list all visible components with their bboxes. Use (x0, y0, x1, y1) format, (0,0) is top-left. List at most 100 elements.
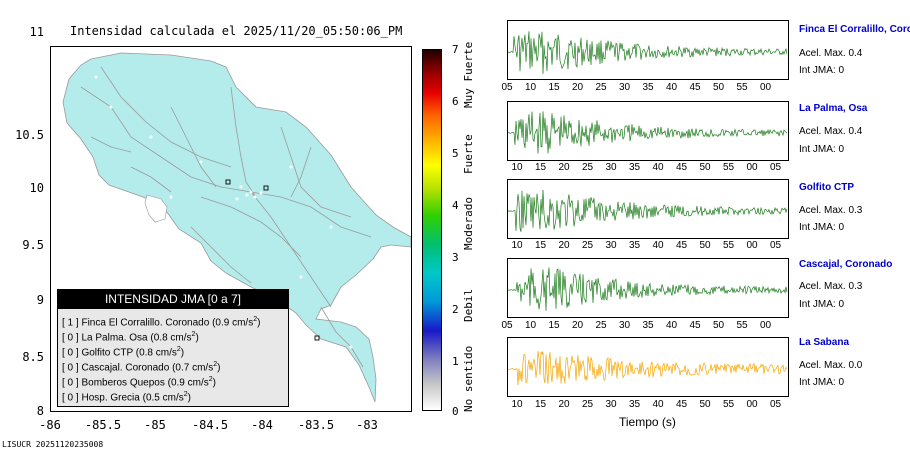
time-tick-label: 30 (618, 320, 631, 331)
lon-tick-85: -85 (144, 418, 166, 432)
station-acel-5: Acel. Max. 0.0 (799, 360, 863, 371)
lat-tick-10-5: 10.5 (15, 128, 44, 142)
station-name-5: La Sabana (799, 337, 850, 348)
time-tick-label: 45 (689, 320, 701, 331)
time-tick-label: 55 (722, 240, 735, 251)
station-jma-4: Int JMA: 0 (799, 299, 845, 310)
station-acel-3: Acel. Max. 0.3 (799, 205, 863, 216)
time-tick-label: 55 (722, 399, 735, 410)
intensity-colorbar (422, 49, 442, 411)
legend-title: INTENSIDAD JMA [0 a 7] (58, 290, 288, 309)
time-tick-label: 25 (595, 320, 607, 331)
station-acel-2: Acel. Max. 0.4 (799, 126, 863, 137)
time-tick-label: 30 (605, 399, 617, 410)
legend-int: [ 0 ] (62, 347, 79, 359)
waveform-line (508, 351, 788, 386)
lon-tick-84: -84 (251, 418, 273, 432)
time-tick-label: 35 (628, 399, 641, 410)
legend-value: (0.8 cm/s (150, 332, 192, 344)
cb-tick-1: 1 (452, 355, 459, 368)
legend-close: ) (257, 317, 261, 329)
time-tick-label: 15 (534, 399, 547, 410)
time-tick-label: 55 (722, 162, 735, 173)
legend-value: (0.9 cm/s (212, 317, 254, 329)
waveform-panel-3 (507, 179, 789, 239)
cb-label-muy-fuerte: Muy Fuerte (462, 41, 475, 108)
intensity-legend: INTENSIDAD JMA [0 a 7] [ 1 ] Finca El Co… (57, 289, 289, 407)
legend-exp: 2 (208, 376, 213, 383)
legend-row: [ 1 ] Finca El Corralillo. Coronado (0.9… (58, 312, 288, 329)
cb-label-debil: Debil (462, 288, 475, 322)
legend-value: (0.8 cm/s (135, 347, 177, 359)
cb-tick-3: 3 (452, 251, 459, 264)
time-tick-label: 15 (548, 320, 560, 331)
time-tick-label: 40 (652, 162, 664, 173)
time-tick-label: 25 (581, 240, 594, 251)
costa-rica-map (62, 52, 411, 403)
time-tick-label: 35 (642, 320, 654, 331)
time-tick-label: 10 (511, 240, 523, 251)
time-tick-label: 10 (524, 320, 537, 331)
legend-value: (0.9 cm/s (167, 377, 209, 389)
legend-int: [ 0 ] (62, 362, 79, 374)
time-tick-label: 10 (524, 82, 537, 93)
legend-value: (0.5 cm/s (142, 392, 184, 404)
legend-int: [ 0 ] (62, 332, 79, 344)
legend-int: [ 0 ] (62, 377, 79, 389)
time-tick-label: 05 (769, 162, 782, 173)
cb-tick-0: 0 (452, 405, 459, 418)
time-tick-label: 40 (665, 320, 678, 331)
time-tick-label: 20 (558, 162, 570, 173)
time-tick-label: 00 (759, 320, 772, 331)
waveform-trace-4 (508, 267, 788, 311)
legend-row: [ 0 ] Hosp. Grecia (0.5 cm/s2) (58, 387, 288, 404)
cb-tick-2: 2 (452, 303, 459, 316)
time-tick-label: 00 (746, 399, 758, 410)
time-tick-label: 45 (689, 82, 701, 93)
waveform-line (508, 189, 788, 232)
lat-tick-10: 10 (29, 181, 44, 195)
time-tick-label: 20 (571, 82, 584, 93)
legend-int: [ 0 ] (62, 392, 79, 404)
lon-tick-83-5: -83.5 (297, 418, 335, 432)
station-acel-1: Acel. Max. 0.4 (799, 48, 863, 59)
legend-row: [ 0 ] La Palma. Osa (0.8 cm/s2) (58, 327, 288, 344)
waveform-trace-2 (508, 111, 788, 154)
waveform-panel-1 (507, 20, 789, 80)
waveform-trace-1 (508, 31, 788, 74)
lat-tick-8: 8 (36, 404, 44, 418)
legend-close: ) (180, 347, 185, 359)
legend-station: Golfito CTP (81, 347, 133, 359)
station-name-1: Finca El Corralillo, Coronado (799, 24, 910, 35)
time-tick-label: 40 (652, 240, 664, 251)
time-tick-label: 00 (746, 240, 758, 251)
cb-tick-7: 7 (452, 43, 459, 56)
legend-close: ) (212, 377, 217, 389)
station-acel-4: Acel. Max. 0.3 (799, 281, 863, 292)
time-tick-label: 15 (534, 240, 547, 251)
lon-tick-84-5: -84.5 (191, 418, 229, 432)
legend-close: ) (195, 332, 199, 344)
time-tick-label: 10 (511, 399, 523, 410)
station-jma-1: Int JMA: 0 (799, 65, 845, 76)
time-tick-label: 50 (699, 399, 711, 410)
legend-int: [ 1 ] (62, 317, 79, 329)
legend-exp: 2 (183, 391, 188, 398)
lat-tick-9: 9 (36, 293, 44, 307)
lat-tick-11: 11 (29, 25, 44, 39)
time-tick-label: 40 (652, 399, 664, 410)
station-jma-2: Int JMA: 0 (799, 144, 845, 155)
time-tick-label: 05 (769, 399, 782, 410)
time-tick-label: 55 (736, 320, 748, 331)
time-tick-label: 35 (642, 82, 654, 93)
legend-station: Hosp. Grecia (81, 392, 140, 404)
time-tick-label: 00 (759, 82, 772, 93)
time-tick-label: 35 (628, 162, 641, 173)
time-tick-label: 20 (571, 320, 584, 331)
time-tick-label: 05 (501, 82, 513, 93)
time-tick-label: 05 (501, 320, 513, 331)
cb-tick-5: 5 (452, 147, 459, 160)
legend-exp: 2 (213, 361, 218, 368)
cb-label-fuerte: Fuerte (462, 134, 475, 174)
legend-station: Cascajal. Coronado (81, 362, 170, 374)
